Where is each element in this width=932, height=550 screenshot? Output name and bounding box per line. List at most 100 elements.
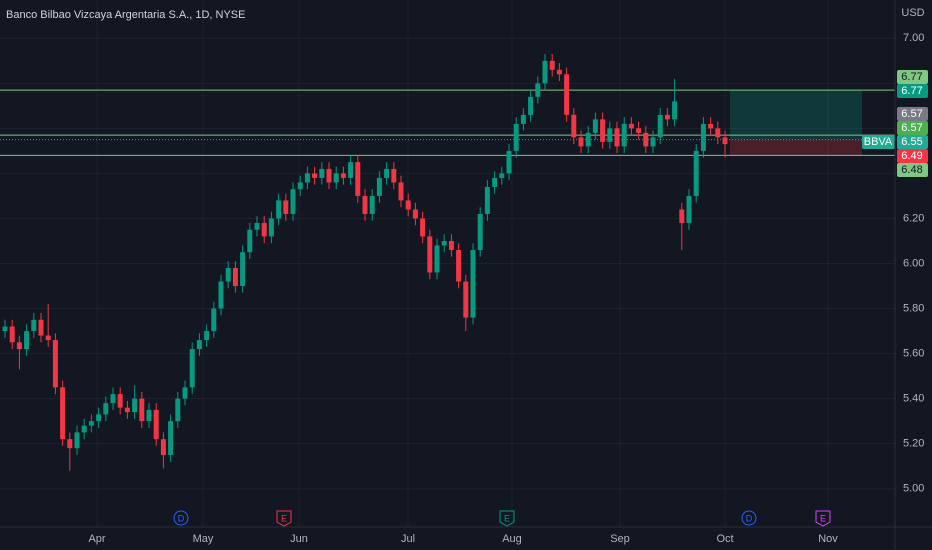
- price-label: 6.57: [901, 108, 922, 120]
- candle-body: [196, 340, 202, 350]
- candle-body: [132, 398, 138, 413]
- x-tick-label: Aug: [502, 533, 522, 545]
- dividend-marker: [741, 510, 757, 526]
- symbol-label-bg: [862, 135, 895, 149]
- candle-body: [182, 387, 188, 399]
- candle-body: [484, 186, 490, 214]
- candle-body: [571, 114, 577, 138]
- currency: USD: [901, 7, 924, 19]
- candle-body: [664, 114, 670, 120]
- candle-body: [153, 409, 159, 440]
- candle-body: [420, 218, 426, 237]
- candle-body: [232, 268, 238, 287]
- candle-body: [614, 128, 620, 147]
- candle-body: [456, 249, 462, 282]
- candle-body: [204, 331, 210, 341]
- price-label-bg: [897, 84, 928, 98]
- x-tick-label: May: [193, 533, 214, 545]
- y-tick-label: 5.00: [903, 483, 924, 495]
- price-label: 6.57: [901, 122, 922, 134]
- candle-body: [477, 213, 483, 250]
- y-tick-label: 7.00: [903, 32, 924, 44]
- candle-body: [513, 123, 519, 151]
- candle-body: [103, 403, 109, 415]
- candle-body: [607, 128, 613, 142]
- candle-body: [81, 425, 87, 433]
- candle-body: [139, 398, 145, 422]
- y-tick-label: 6.20: [903, 212, 924, 224]
- candle-body: [52, 340, 58, 388]
- candle-body: [628, 123, 634, 129]
- candle-body: [312, 173, 318, 178]
- y-tick-label: 5.40: [903, 393, 924, 405]
- candle-body: [247, 229, 253, 253]
- x-tick-label: Jun: [290, 533, 308, 545]
- candle-body: [211, 308, 217, 332]
- y-tick-label: 6.00: [903, 257, 924, 269]
- event-label: D: [178, 513, 185, 523]
- y-tick-label: 5.80: [903, 302, 924, 314]
- candle-body: [117, 394, 123, 408]
- candle-body: [643, 132, 649, 147]
- candle-body: [412, 209, 418, 219]
- candle-body: [506, 150, 512, 174]
- candle-body: [398, 182, 404, 201]
- candle-body: [700, 123, 706, 151]
- candle-body: [67, 439, 73, 449]
- candle-body: [45, 335, 51, 341]
- candle-body: [268, 218, 274, 237]
- candle-body: [578, 137, 584, 147]
- price-label-bg: [897, 107, 928, 121]
- candle-body: [175, 398, 181, 422]
- candle-body: [369, 195, 375, 214]
- x-tick-label: Sep: [610, 533, 630, 545]
- event-label: E: [504, 513, 510, 523]
- candle-body: [693, 150, 699, 196]
- candle-body: [650, 137, 656, 147]
- event-label: D: [746, 513, 753, 523]
- candle-body: [405, 200, 411, 210]
- candle-body: [16, 342, 22, 350]
- candle-body: [549, 60, 555, 70]
- candle-body: [636, 128, 642, 133]
- candle-body: [24, 331, 30, 350]
- candle-body: [160, 439, 166, 455]
- candle-body: [499, 173, 505, 178]
- chart-title: Banco Bilbao Vizcaya Argentaria S.A., 1D…: [6, 9, 245, 21]
- candle-body: [96, 414, 102, 422]
- candle-body: [283, 200, 289, 214]
- candle-body: [240, 252, 246, 287]
- position-target-zone: [730, 90, 862, 140]
- candle-body: [441, 240, 447, 246]
- candle-body: [376, 177, 382, 196]
- candle-body: [297, 182, 303, 190]
- candle-body: [686, 195, 692, 223]
- dividend-marker: [173, 510, 189, 526]
- price-label-bg: [897, 70, 928, 84]
- price-label: 6.55: [901, 136, 922, 148]
- candle-body: [715, 128, 721, 138]
- candle-body: [88, 421, 94, 426]
- candle-body: [124, 407, 130, 413]
- earnings-marker: [499, 510, 515, 527]
- candle-body: [31, 319, 37, 332]
- candle-body: [621, 123, 627, 147]
- earnings-marker: [815, 510, 831, 527]
- candle-body: [434, 245, 440, 273]
- candle-body: [528, 96, 534, 115]
- event-label: E: [281, 513, 287, 523]
- candle-body: [168, 421, 174, 455]
- candle-body: [722, 137, 728, 145]
- y-tick-label: 5.20: [903, 438, 924, 450]
- candle-body: [333, 173, 339, 183]
- price-label: 6.48: [901, 164, 922, 176]
- y-tick-label: 5.60: [903, 347, 924, 359]
- candle-body: [74, 432, 80, 449]
- candle-body: [319, 168, 325, 178]
- candle-body: [326, 168, 332, 183]
- candle-body: [556, 69, 562, 75]
- price-label-bg: [897, 135, 928, 149]
- candle-body: [448, 240, 454, 250]
- symbol-label: BBVA: [864, 136, 893, 148]
